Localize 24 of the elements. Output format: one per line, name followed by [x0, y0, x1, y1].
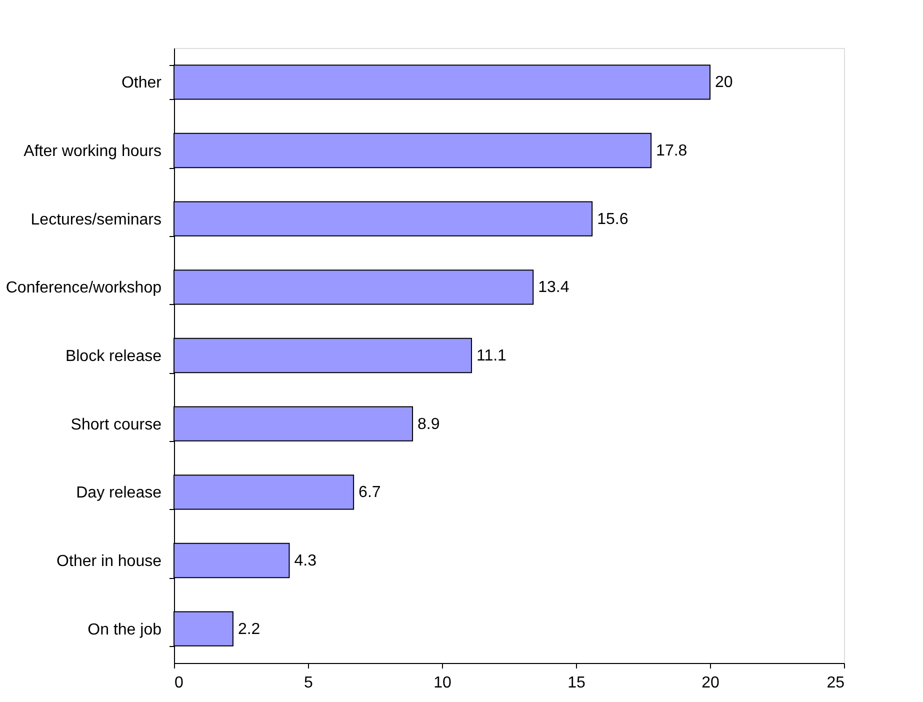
data-label: 4.3	[294, 552, 317, 570]
y-tick-label: Other in house	[56, 553, 162, 570]
y-tick-label: Lectures/seminars	[30, 211, 162, 228]
x-tick-label: 20	[702, 674, 720, 692]
y-tick-label: Short course	[70, 416, 162, 434]
y-tick-label: After working hours	[24, 143, 162, 160]
x-tick-label: 5	[304, 674, 314, 692]
data-label: 2.2	[238, 620, 260, 638]
y-tick-label: Block release	[65, 348, 162, 365]
data-label: 15.6	[597, 210, 628, 228]
y-tick-label: On the job	[88, 621, 162, 638]
data-label: 8.9	[418, 416, 440, 433]
x-tick-label: 25	[826, 674, 845, 692]
y-tick-label: Day release	[76, 484, 162, 502]
x-tick-label: 0	[174, 674, 184, 692]
data-label: 6.7	[358, 484, 381, 502]
data-label: 11.1	[476, 348, 507, 364]
x-tick-label: 15	[568, 674, 586, 692]
y-tick-label: Conference/workshop	[6, 280, 162, 297]
data-label: 20	[715, 74, 733, 92]
y-tick-label: Other	[121, 74, 162, 92]
data-label: 13.4	[538, 279, 570, 296]
data-label: 17.8	[656, 142, 688, 160]
x-tick-label: 10	[434, 674, 452, 692]
